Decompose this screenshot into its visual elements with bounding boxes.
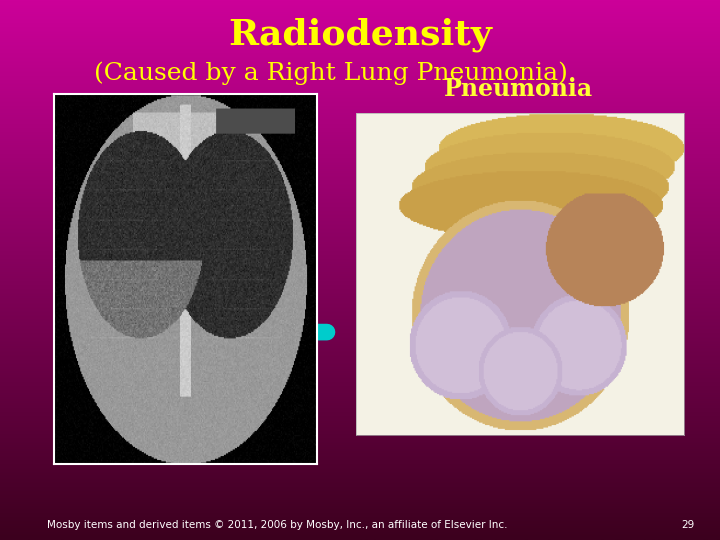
Text: (Caused by a Right Lung Pneumonia): (Caused by a Right Lung Pneumonia)	[94, 61, 568, 85]
Text: Mosby items and derived items © 2011, 2006 by Mosby, Inc., an affiliate of Elsev: Mosby items and derived items © 2011, 20…	[47, 520, 508, 530]
Text: Radiodensity: Radiodensity	[228, 18, 492, 52]
Text: Pneumonia: Pneumonia	[444, 77, 593, 101]
Text: 29: 29	[682, 520, 695, 530]
